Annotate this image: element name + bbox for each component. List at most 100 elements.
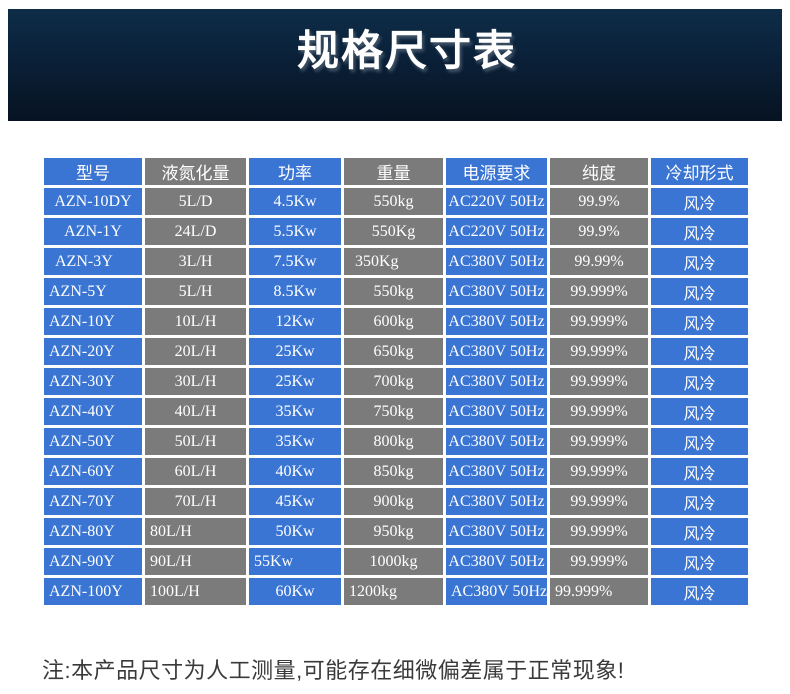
table-cell: AC380V 50Hz	[446, 338, 547, 365]
table-cell: 8.5Kw	[249, 278, 341, 305]
table-cell: 35Kw	[249, 428, 341, 455]
table-row: AZN-10DY 5L/D 4.5Kw 550kg AC220V 50Hz 99.9% 风冷	[44, 188, 748, 215]
table-cell: AC220V 50Hz	[446, 188, 547, 215]
table-row: AZN-5Y 5L/H 8.5Kw 550kg AC380V 50Hz 99.999% 风冷	[44, 278, 748, 305]
table-row: AZN-50Y 50L/H 35Kw 800kg AC380V 50Hz 99.999% 风…	[44, 428, 748, 455]
page-title: 规格尺寸表	[296, 27, 517, 74]
table-cell: AZN-1Y	[44, 218, 142, 245]
column-header: 重量	[344, 158, 443, 185]
table-cell: AC380V 50Hz	[446, 578, 547, 605]
table-cell: 50Kw	[249, 518, 341, 545]
table-cell: 99.999%	[550, 368, 648, 395]
table-cell: 风冷	[651, 338, 748, 365]
title-banner: 规格尺寸表	[8, 9, 782, 121]
table-cell: 风冷	[651, 278, 748, 305]
table-cell: 风冷	[651, 458, 748, 485]
table-cell: 7.5Kw	[249, 248, 341, 275]
table-row: AZN-20Y 20L/H 25Kw 650kg AC380V 50Hz 99.999% 风…	[44, 338, 748, 365]
table-cell: 99.999%	[550, 518, 648, 545]
table-cell: 风冷	[651, 488, 748, 515]
table-cell: AC220V 50Hz	[446, 218, 547, 245]
table-cell: 99.999%	[550, 428, 648, 455]
table-cell: 800kg	[344, 428, 443, 455]
table-cell: 1000kg	[344, 548, 443, 575]
table-cell: 40L/H	[145, 398, 246, 425]
table-cell: AZN-30Y	[44, 368, 142, 395]
table-cell: 70L/H	[145, 488, 246, 515]
table-row: AZN-80Y 80L/H 50Kw 950kg AC380V 50Hz 99.999% 风…	[44, 518, 748, 545]
table-cell: AZN-40Y	[44, 398, 142, 425]
table-cell: AC380V 50Hz	[446, 248, 547, 275]
table-cell: AZN-70Y	[44, 488, 142, 515]
table-cell: AZN-60Y	[44, 458, 142, 485]
table-cell: 10L/H	[145, 308, 246, 335]
table-cell: 25Kw	[249, 368, 341, 395]
table-cell: 风冷	[651, 248, 748, 275]
table-row: AZN-3Y 3L/H 7.5Kw 350Kg AC380V 50Hz 99.99% 风冷	[44, 248, 748, 275]
table-cell: 99.999%	[550, 458, 648, 485]
table-cell: AZN-100Y	[44, 578, 142, 605]
table-row: AZN-30Y 30L/H 25Kw 700kg AC380V 50Hz 99.999% 风…	[44, 368, 748, 395]
table-row: AZN-90Y 90L/H 55Kw 1000kg AC380V 50Hz 99.999%…	[44, 548, 748, 575]
table-cell: 25Kw	[249, 338, 341, 365]
table-cell: 风冷	[651, 548, 748, 575]
table-row: AZN-1Y 24L/D 5.5Kw 550Kg AC220V 50Hz 99.9% 风冷	[44, 218, 748, 245]
table-cell: 35Kw	[249, 398, 341, 425]
table-cell: 900kg	[344, 488, 443, 515]
table-cell: AZN-5Y	[44, 278, 142, 305]
table-cell: 风冷	[651, 578, 748, 605]
footnote: 注:本产品尺寸为人工测量,可能存在细微偏差属于正常现象!	[42, 658, 625, 683]
table-cell: AZN-90Y	[44, 548, 142, 575]
table-row: AZN-60Y 60L/H 40Kw 850kg AC380V 50Hz 99.999% 风…	[44, 458, 748, 485]
table-cell: 60Kw	[249, 578, 341, 605]
table-cell: 99.999%	[550, 488, 648, 515]
table-row: AZN-70Y 70L/H 45Kw 900kg AC380V 50Hz 99.999% 风…	[44, 488, 748, 515]
table-cell: 20L/H	[145, 338, 246, 365]
table-cell: 99.9%	[550, 218, 648, 245]
table-cell: 40Kw	[249, 458, 341, 485]
table-cell: 24L/D	[145, 218, 246, 245]
table-cell: AC380V 50Hz	[446, 308, 547, 335]
table-cell: 850kg	[344, 458, 443, 485]
table-cell: 风冷	[651, 368, 748, 395]
table-cell: AC380V 50Hz	[446, 518, 547, 545]
table-cell: 99.999%	[550, 338, 648, 365]
table-cell: 3L/H	[145, 248, 246, 275]
table-cell: 1200kg	[344, 578, 443, 605]
table-cell: AC380V 50Hz	[446, 548, 547, 575]
column-header: 纯度	[550, 158, 648, 185]
table-cell: 风冷	[651, 308, 748, 335]
table-cell: 99.99%	[550, 248, 648, 275]
table-cell: 风冷	[651, 428, 748, 455]
table-cell: 90L/H	[145, 548, 246, 575]
table-cell: 风冷	[651, 188, 748, 215]
table-cell: 550kg	[344, 188, 443, 215]
table-cell: 550kg	[344, 278, 443, 305]
table-cell: AZN-20Y	[44, 338, 142, 365]
table-cell: AC380V 50Hz	[446, 368, 547, 395]
spec-table: 型号 液氮化量 功率 重量 电源要求 纯度 冷却形式 AZN-10DY 5L/D 4.5Kw 55…	[41, 155, 751, 608]
table-cell: 风冷	[651, 518, 748, 545]
table-cell: 50L/H	[145, 428, 246, 455]
table-row: AZN-100Y 100L/H 60Kw 1200kg AC380V 50Hz 99.99…	[44, 578, 748, 605]
table-cell: AC380V 50Hz	[446, 488, 547, 515]
table-cell: 99.999%	[550, 578, 648, 605]
table-cell: 100L/H	[145, 578, 246, 605]
table-cell: 600kg	[344, 308, 443, 335]
column-header: 功率	[249, 158, 341, 185]
column-header: 型号	[44, 158, 142, 185]
table-row: AZN-40Y 40L/H 35Kw 750kg AC380V 50Hz 99.999% 风…	[44, 398, 748, 425]
table-cell: 12Kw	[249, 308, 341, 335]
table-cell: AZN-80Y	[44, 518, 142, 545]
table-cell: 99.999%	[550, 308, 648, 335]
table-cell: 99.999%	[550, 398, 648, 425]
column-header: 冷却形式	[651, 158, 748, 185]
table-cell: 550Kg	[344, 218, 443, 245]
table-cell: 55Kw	[249, 548, 341, 575]
table-cell: 5.5Kw	[249, 218, 341, 245]
table-cell: AC380V 50Hz	[446, 428, 547, 455]
table-cell: 5L/D	[145, 188, 246, 215]
table-cell: 99.999%	[550, 278, 648, 305]
table-cell: 5L/H	[145, 278, 246, 305]
table-cell: AZN-50Y	[44, 428, 142, 455]
